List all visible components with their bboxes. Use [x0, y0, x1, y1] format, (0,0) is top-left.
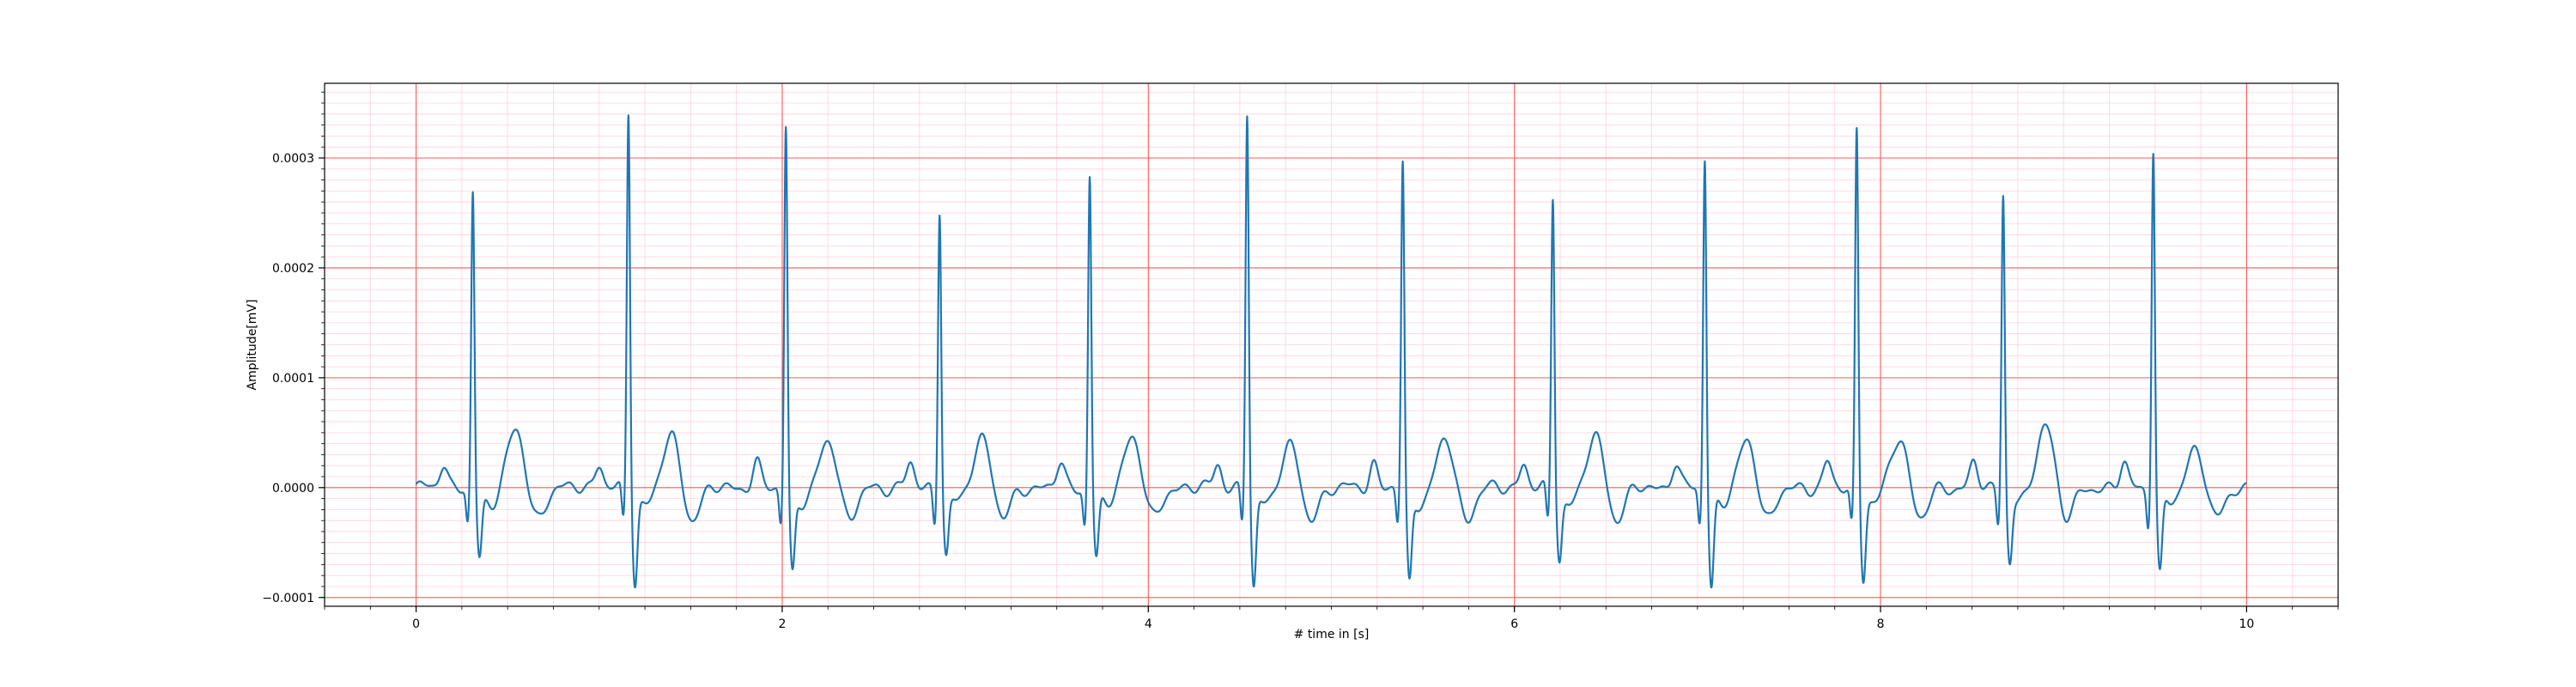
ecg-series-line	[415, 114, 2248, 589]
x-tick-label: 6	[1510, 617, 1518, 631]
major-grid	[325, 83, 2338, 606]
x-axis-label: # time in [s]	[1294, 628, 1370, 641]
x-axis: 0 2 4 6 8 10	[324, 606, 2339, 631]
y-tick-label: 0.0002	[272, 262, 314, 276]
y-axis: −0.0001 0.0000 0.0001 0.0002 0.0003	[262, 91, 325, 605]
y-tick-label: 0.0000	[272, 482, 314, 495]
y-tick-label: 0.0001	[272, 372, 314, 386]
x-tick-label: 10	[2239, 617, 2254, 631]
y-tick-label: 0.0003	[272, 152, 314, 166]
y-axis-label: Amplitude[mV]	[246, 300, 259, 391]
y-tick-label: −0.0001	[262, 592, 314, 605]
x-tick-label: 2	[778, 617, 786, 631]
x-tick-label: 0	[412, 617, 420, 631]
x-tick-label: 4	[1145, 617, 1152, 631]
x-tick-label: 8	[1877, 617, 1885, 631]
